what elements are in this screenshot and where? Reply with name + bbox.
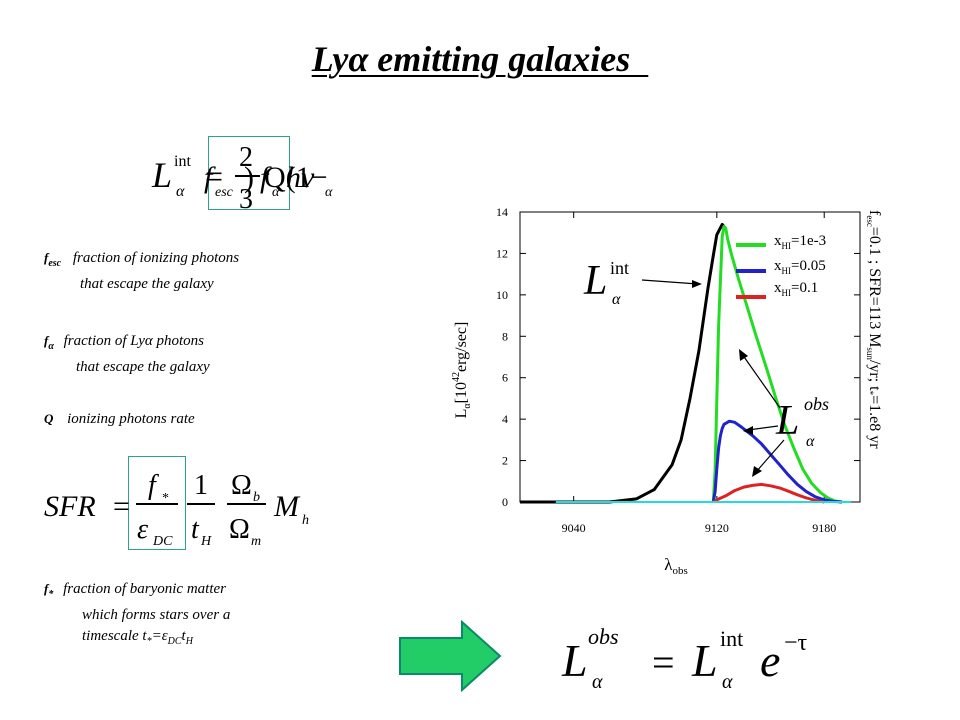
x-axis-label: λobs <box>664 555 688 577</box>
svg-text:L: L <box>691 635 718 686</box>
svg-text:ε: ε <box>137 514 148 545</box>
svg-text:*: * <box>162 491 169 506</box>
svg-text:Ω: Ω <box>231 470 252 501</box>
svg-text:Q(1−: Q(1− <box>264 161 328 194</box>
legend-label-1e-3: xHI=1e-3 <box>774 233 826 251</box>
svg-text:α: α <box>806 433 815 450</box>
x-tick-label: 9040 <box>562 521 586 535</box>
svg-text:obs: obs <box>588 624 619 649</box>
svg-text:e: e <box>760 635 780 686</box>
y-tick-labels: 0 2 4 6 8 10 12 14 <box>496 205 508 509</box>
svg-text:h: h <box>302 513 309 528</box>
svg-text:=: = <box>113 490 130 523</box>
sfr-formula: SFR = f * ε DC 1 t H Ω b Ω m M h <box>44 470 309 549</box>
side-note: fesc=0.1 ; SFR=113 Msun/yr; t*=1.e8 yr <box>865 210 883 449</box>
x-tick-label: 9120 <box>705 521 729 535</box>
legend-label-0.1: xHI=0.1 <box>774 280 818 298</box>
svg-text:2: 2 <box>239 142 253 173</box>
svg-text:m: m <box>251 534 261 549</box>
x-tick-labels: 9040 9120 9180 <box>562 521 837 535</box>
y-tick-label: 12 <box>496 246 508 260</box>
x-tick-label: 9180 <box>812 521 836 535</box>
svg-text:): ) <box>244 161 254 194</box>
legend: xHI=1e-3 xHI=0.05 xHI=0.1 <box>736 233 826 299</box>
svg-text:L: L <box>151 155 172 195</box>
svg-text:1: 1 <box>194 470 208 501</box>
y-tick-label: 4 <box>502 412 508 426</box>
note-fstar: f* fraction of baryonic matter which for… <box>44 581 231 647</box>
right-arrow-icon <box>399 619 502 693</box>
svg-text:α: α <box>722 671 733 693</box>
series-line-x_HI=0.1 <box>712 482 825 504</box>
note-q: Q ionizing photons rate <box>44 411 195 427</box>
plot-frame <box>519 211 861 503</box>
svg-text:M: M <box>273 490 301 523</box>
y-tick-label: 2 <box>502 454 508 468</box>
y-tick-label: 8 <box>502 329 508 343</box>
annotation-lint: L int α <box>583 258 702 308</box>
formula-frame-fstar <box>128 456 186 550</box>
svg-text:H: H <box>200 534 212 549</box>
formula-frame-falpha <box>208 136 290 210</box>
svg-text:L: L <box>561 635 588 686</box>
svg-text:α: α <box>176 183 185 200</box>
lint-formula-right: f esc ) f α hν α <box>204 161 333 200</box>
y-tick-label: 14 <box>496 205 508 219</box>
note-falpha: fα fraction of Lyα photons that escape t… <box>44 333 210 375</box>
svg-text:DC: DC <box>152 534 173 549</box>
svg-text:f: f <box>260 161 272 194</box>
y-axis-label: Lα[1042erg/sec] <box>451 322 473 419</box>
svg-text:α: α <box>272 185 280 200</box>
svg-text:int: int <box>174 153 191 170</box>
svg-text:int: int <box>610 258 629 278</box>
tick-marks <box>520 211 860 503</box>
svg-text:=: = <box>652 640 675 685</box>
y-tick-label: 0 <box>502 495 508 509</box>
y-tick-label: 6 <box>502 371 508 385</box>
svg-text:α: α <box>325 185 333 200</box>
svg-text:3: 3 <box>239 184 253 215</box>
svg-text:esc: esc <box>215 185 234 200</box>
annotation-lobs: L obs α <box>739 349 829 477</box>
svg-text:α: α <box>612 291 621 308</box>
svg-text:L: L <box>583 258 607 304</box>
lint-formula: L int α = 2 3 Q(1− <box>151 142 328 215</box>
luminosity-chart: 0 2 4 6 8 10 12 14 9040 9120 9180 λobs Lα[1042erg… <box>451 205 883 577</box>
svg-text:−τ: −τ <box>784 630 808 656</box>
svg-text:SFR: SFR <box>44 490 96 523</box>
svg-text:Ω: Ω <box>229 514 250 545</box>
y-tick-label: 10 <box>496 288 508 302</box>
svg-text:int: int <box>720 626 743 651</box>
svg-text:α: α <box>592 671 603 693</box>
legend-label-0.05: xHI=0.05 <box>774 258 826 276</box>
svg-text:b: b <box>253 490 260 505</box>
svg-text:=: = <box>205 158 223 194</box>
lobs-formula: L obs α = L int α e −τ <box>561 624 808 693</box>
series-line-x_HI=1e-3 <box>711 225 843 504</box>
svg-text:f: f <box>148 470 159 501</box>
svg-text:obs: obs <box>804 394 829 414</box>
note-fesc: fesc fraction of ionizing photons that e… <box>44 250 240 292</box>
svg-text:t: t <box>191 514 200 545</box>
svg-text:L: L <box>775 398 799 444</box>
svg-text:hν: hν <box>286 161 315 194</box>
slide-title: Lyα emitting galaxies <box>311 39 649 79</box>
